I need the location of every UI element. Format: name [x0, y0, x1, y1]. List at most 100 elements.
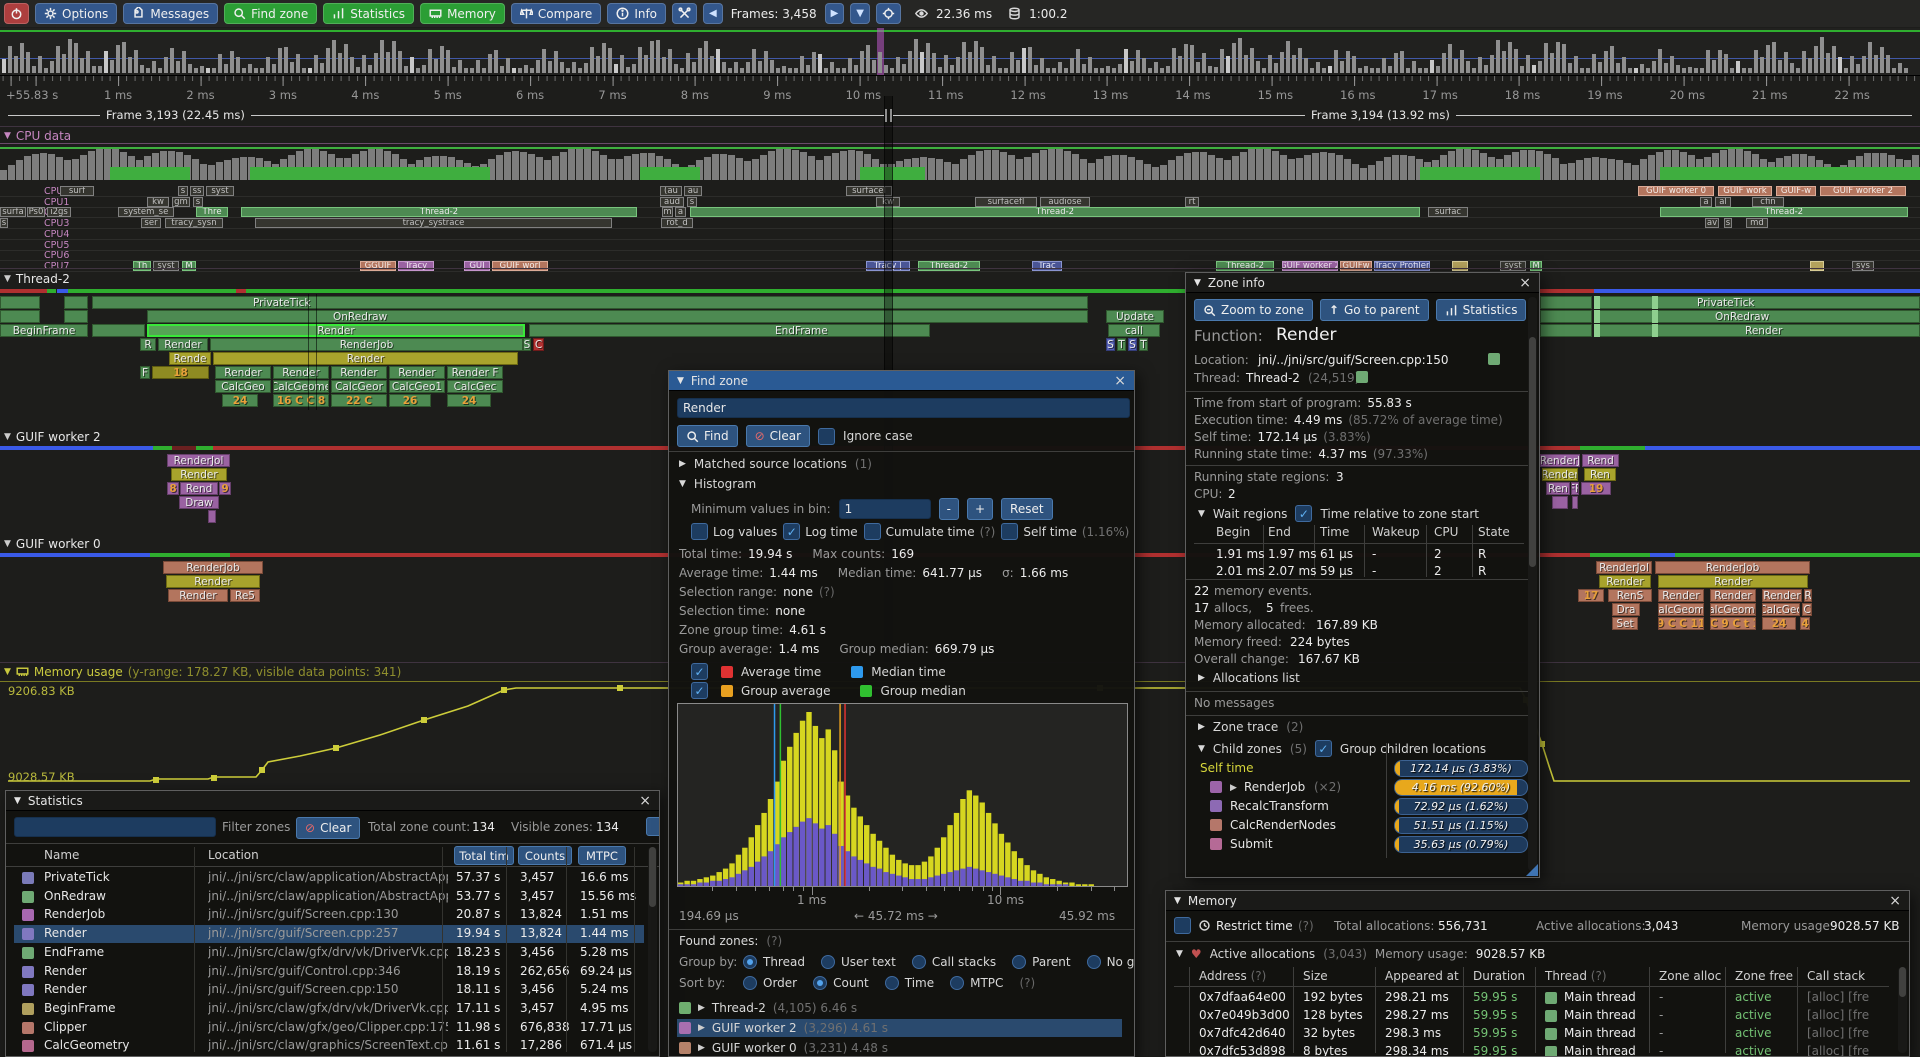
zone-Render[interactable]: Render	[1658, 575, 1808, 588]
cpu-zone-surfacefl[interactable]: surfacefl	[975, 196, 1037, 207]
statistics-row[interactable]: OnRedraw jni/../jni/src/claw/application/…	[14, 888, 644, 906]
tools-button[interactable]	[672, 3, 698, 24]
found-zone-row[interactable]: ▶ GUIF worker 0 (3,231) 4.48 s	[677, 1039, 1122, 1056]
child-zone-row[interactable]: Self time 172.14 µs (3.83%)	[1186, 760, 1528, 778]
cpu-zone-M[interactable]: M	[182, 260, 196, 271]
zone-block[interactable]	[1540, 296, 1592, 309]
memory-allocation-row[interactable]: 0x7dfc42d640 32 bytes 298.3 ms 59.95 s Main …	[1199, 1026, 1870, 1040]
options-button[interactable]: Options	[35, 3, 118, 24]
zone-block[interactable]	[1540, 324, 1592, 337]
cpu-zone-system_se[interactable]: system_se	[118, 207, 174, 218]
cpu-zone-kw[interactable]: kw	[876, 196, 900, 207]
radio-no-groupi[interactable]	[1086, 955, 1101, 969]
cpu-zone-surfac[interactable]: surfac	[1428, 207, 1468, 218]
time-relative-checkbox[interactable]: ✓	[1295, 505, 1313, 522]
zone-T[interactable]: T	[1139, 338, 1148, 351]
zone-block[interactable]	[1594, 296, 1600, 309]
radio-count[interactable]	[813, 976, 828, 990]
zone-block[interactable]	[1552, 496, 1568, 509]
frame-label[interactable]: Frame 3,194 (13.92 ms)	[1305, 108, 1456, 122]
memory-allocation-row[interactable]: 0x7dfaa64e00 192 bytes 298.21 ms 59.95 s Mai…	[1199, 990, 1870, 1004]
group-average-checkbox[interactable]: ✓	[691, 682, 708, 699]
zone-S[interactable]: S	[523, 338, 531, 351]
child-zone-row[interactable]: RecalcTransform 72.92 µs (1.62%)	[1186, 798, 1528, 816]
zone-S[interactable]: S	[1106, 338, 1115, 351]
cpu-zone-GUIF worker 2[interactable]: GUIF worker 2	[1282, 260, 1338, 271]
cpu-zone-m[interactable]: m	[662, 207, 673, 218]
ignore-case-checkbox[interactable]: ✓	[818, 427, 836, 445]
zone-time-histogram[interactable]	[677, 703, 1128, 887]
cpu-zone-Thread-2[interactable]: Thread-2	[918, 260, 980, 271]
cpu-zone-ser[interactable]: ser	[141, 218, 161, 229]
find-button[interactable]: Find	[677, 425, 738, 447]
zone-statistics-button[interactable]: Statistics	[1435, 299, 1527, 321]
cpu-zone-a[interactable]: a	[1700, 196, 1712, 207]
wait-region-row[interactable]: 2.01 ms 2.07 ms 59 µs -2 R	[1216, 564, 1487, 578]
zone-Render[interactable]: Render	[147, 324, 525, 337]
cpu-zone-al[interactable]: al	[1715, 196, 1731, 207]
cpu-zone-GUIF worker 2[interactable]: GUIF worker 2	[1820, 186, 1906, 196]
cpu-zone-Thread-2[interactable]: Thread-2	[1660, 207, 1908, 218]
thread-color-swatch[interactable]	[1356, 371, 1368, 383]
zone-8[interactable]: 8	[167, 482, 179, 495]
zone-PrivateTick[interactable]: PrivateTick	[92, 296, 1088, 309]
zone-RenS[interactable]: RenS	[1608, 589, 1652, 602]
mem-col-address[interactable]: Address (?)	[1199, 969, 1267, 983]
zone-RenderJol[interactable]: RenderJol	[1596, 561, 1652, 574]
log-time-checkbox[interactable]: ✓	[783, 523, 801, 540]
zone-Render[interactable]: Render	[168, 589, 228, 602]
goto-frame-button[interactable]	[876, 3, 901, 24]
cpu-zone-Tracy |[interactable]: Tracy |	[866, 260, 910, 271]
cpu-zone-M[interactable]: M	[1530, 260, 1542, 271]
zone-Render[interactable]: Render	[158, 338, 208, 351]
zone-block[interactable]	[0, 310, 40, 323]
zone-RenderJob[interactable]: RenderJob	[210, 338, 523, 351]
search-input[interactable]	[677, 398, 1130, 418]
zone-trace-header[interactable]: ▶ Zone trace (2)	[1198, 720, 1304, 734]
memory-titlebar[interactable]: ▼ Memory ×	[1166, 891, 1909, 911]
frame-label[interactable]: Frame 3,193 (22.45 ms)	[100, 108, 251, 122]
zone-block[interactable]	[1652, 324, 1658, 337]
cpu-zone-Ps0[interactable]: Ps0	[27, 207, 45, 218]
zone-OnRedraw[interactable]: OnRedraw	[147, 310, 1088, 323]
zone-19[interactable]: 19	[1581, 482, 1611, 495]
frame-dropdown-button[interactable]: ▼	[850, 3, 870, 24]
active-allocations-header[interactable]: ▼ ♥ Active allocations (3,043) Memory usa…	[1176, 947, 1546, 961]
cpu-zone-Trac[interactable]: Trac	[1032, 260, 1062, 271]
zone-S[interactable]: S	[1128, 338, 1137, 351]
zone-Render[interactable]: Render	[273, 366, 329, 379]
zone-block[interactable]	[1540, 310, 1592, 323]
zone-Rende[interactable]: Rende	[169, 352, 211, 365]
zone-CalcGeor[interactable]: CalcGeor	[331, 380, 387, 393]
timing-toggle-button[interactable]	[646, 817, 659, 836]
zone-Rend[interactable]: Rend	[1582, 454, 1619, 467]
legend-swatch[interactable]	[860, 684, 873, 697]
zone-OnRedraw[interactable]: OnRedraw	[1596, 310, 1920, 323]
zone-Render[interactable]: Render	[1596, 324, 1920, 337]
zone-Set[interactable]: Set	[1612, 617, 1638, 630]
zone-Render[interactable]: Render	[1542, 468, 1578, 481]
cpu-zone-s[interactable]: s	[178, 186, 188, 196]
zone-24[interactable]: 24	[1762, 617, 1796, 630]
histogram-section-header[interactable]: ▼ Histogram	[679, 477, 757, 491]
cpu-zone-i2gs[interactable]: i2gs	[47, 207, 71, 218]
zone-4 C 9 C t 10[interactable]: 4 C 9 C t 10	[1710, 617, 1756, 630]
cpu-zone-surfa[interactable]: surfa	[0, 207, 26, 218]
zone-26[interactable]: 26	[389, 394, 431, 407]
zone-call[interactable]: call	[1108, 324, 1160, 337]
mem-col-size[interactable]: Size	[1303, 969, 1328, 983]
bin-decrease-button[interactable]: -	[938, 498, 959, 520]
zone-info-scrollbar[interactable]	[1529, 337, 1536, 567]
found-zone-row[interactable]: ▶ GUIF worker 2 (3,296) 4.61 s	[677, 1019, 1122, 1037]
radio-time[interactable]	[884, 976, 899, 990]
zone-9[interactable]: 9	[219, 482, 231, 495]
zone-CalcGeome[interactable]: CalcGeome	[273, 380, 329, 393]
zone-RenderJob[interactable]: RenderJob	[163, 561, 263, 574]
time-ruler[interactable]: +55.83 s 1 ms 2 ms 3 ms 4 ms 5 ms 6 ms 7 ms 8 ms…	[0, 76, 1920, 106]
cpu-zone-au[interactable]: au	[684, 186, 702, 196]
cpu-zone-syst[interactable]: syst	[1500, 260, 1526, 271]
zone-R[interactable]: R	[1804, 589, 1812, 602]
wait-region-row[interactable]: 1.91 ms 1.97 ms 61 µs -2 R	[1216, 547, 1487, 561]
zone-block[interactable]	[64, 296, 88, 309]
matched-source-locations[interactable]: ▶ Matched source locations (1)	[679, 457, 872, 471]
